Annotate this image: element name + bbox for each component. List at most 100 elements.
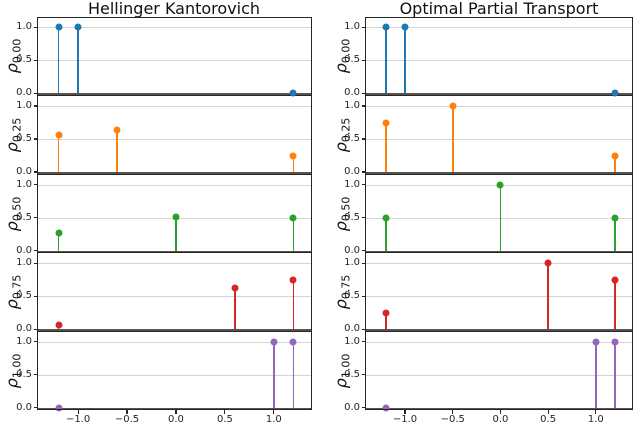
- rho-symbol: ρ: [2, 299, 22, 310]
- x-tick-label: 1.0: [587, 414, 604, 424]
- y-tick-label: 1.0: [344, 100, 360, 111]
- y-tick-label: 0.5: [344, 133, 360, 144]
- stem-line: [547, 263, 549, 330]
- stem-line: [613, 341, 616, 408]
- y-tick-mark: [33, 217, 37, 219]
- stem-marker: [611, 89, 619, 97]
- stem-marker: [401, 23, 409, 31]
- rho-subscript: 0.50: [10, 196, 24, 221]
- y-tick-mark: [361, 138, 365, 140]
- stem-line: [385, 217, 387, 251]
- stem-line: [116, 130, 119, 172]
- x-tick-mark: [126, 410, 128, 414]
- gridline: [37, 106, 312, 107]
- y-tick-label: 0.5: [16, 54, 32, 66]
- stem-line: [613, 217, 616, 251]
- stem-line: [499, 184, 502, 251]
- rho-symbol: ρ: [2, 142, 22, 153]
- stem-line: [613, 155, 616, 172]
- stem-line: [385, 312, 387, 330]
- stem-marker: [289, 89, 297, 97]
- x-tick-label: 0.5: [216, 414, 233, 424]
- x-tick-mark: [499, 410, 502, 414]
- y-tick-label: 0.5: [16, 211, 32, 223]
- stem-marker: [544, 259, 552, 267]
- y-axis-label: ρ1.00: [3, 353, 24, 388]
- gridline: [37, 184, 312, 186]
- stem-marker: [496, 181, 504, 189]
- stem-marker: [270, 338, 278, 346]
- y-axis-label: ρ1.00: [332, 353, 353, 388]
- stem-baseline: [365, 93, 633, 96]
- x-tick-mark: [404, 410, 406, 414]
- gridline: [37, 263, 312, 265]
- row-separator-spine: [365, 173, 633, 175]
- y-tick-label: 0.5: [16, 368, 32, 380]
- y-tick-label: 0.0: [16, 87, 32, 99]
- stem-marker: [55, 404, 63, 412]
- y-axis-label: ρ0.25: [3, 118, 24, 153]
- stem-marker: [289, 276, 297, 284]
- rho-symbol: ρ: [331, 299, 351, 310]
- y-tick-mark: [361, 59, 365, 61]
- stem-marker: [382, 309, 390, 317]
- stem-marker: [55, 131, 63, 139]
- rho-subscript: 0.50: [339, 196, 353, 221]
- stem-baseline: [365, 329, 633, 332]
- y-tick-mark: [33, 374, 37, 376]
- stem-marker: [55, 23, 63, 31]
- y-tick-label: 1.0: [344, 21, 360, 33]
- stem-marker: [611, 214, 619, 222]
- stem-line: [385, 27, 387, 94]
- stem-line: [292, 341, 295, 408]
- x-tick-mark: [452, 410, 454, 414]
- gridline: [365, 60, 633, 62]
- gridline: [365, 296, 633, 298]
- gridline: [365, 139, 633, 140]
- y-tick-label: 0.0: [16, 166, 32, 177]
- y-tick-mark: [33, 26, 37, 28]
- y-tick-label: 0.5: [16, 133, 32, 144]
- y-tick-label: 0.0: [16, 244, 32, 256]
- rho-subscript: 0.25: [10, 117, 24, 143]
- y-tick-mark: [361, 328, 365, 330]
- stem-marker: [289, 214, 297, 222]
- x-tick-mark: [224, 410, 226, 414]
- y-tick-mark: [361, 92, 365, 94]
- y-tick-mark: [33, 105, 37, 107]
- rho-subscript: 0.25: [339, 117, 353, 143]
- stem-baseline: [37, 172, 312, 175]
- row-separator-spine: [37, 252, 312, 254]
- y-tick-mark: [33, 59, 37, 61]
- y-tick-mark: [33, 341, 37, 343]
- rho-symbol: ρ: [331, 377, 351, 389]
- y-tick-label: 1.0: [16, 178, 32, 190]
- gridline: [37, 139, 312, 140]
- row-separator-spine: [37, 95, 312, 97]
- stem-marker: [611, 152, 619, 159]
- row-separator-spine: [365, 95, 633, 97]
- y-tick-mark: [361, 171, 365, 173]
- y-tick-label: 0.5: [344, 290, 360, 302]
- y-tick-label: 1.0: [16, 335, 32, 347]
- y-tick-label: 1.0: [16, 100, 32, 111]
- x-tick-mark: [595, 410, 597, 414]
- y-tick-label: 0.0: [16, 323, 32, 335]
- rho-symbol: ρ: [2, 377, 22, 389]
- stem-baseline: [37, 93, 312, 96]
- stem-line: [233, 287, 236, 330]
- x-tick-label: 0.0: [168, 414, 184, 424]
- rho-symbol: ρ: [331, 142, 351, 153]
- y-tick-label: 0.5: [16, 290, 32, 302]
- stem-marker: [289, 338, 297, 346]
- y-tick-mark: [361, 374, 365, 376]
- row-separator-spine: [37, 330, 312, 332]
- x-tick-mark: [547, 410, 549, 414]
- x-tick-mark: [273, 410, 275, 414]
- gridline: [365, 27, 633, 29]
- stem-marker: [289, 152, 297, 159]
- x-tick-label: −0.5: [440, 414, 465, 424]
- stem-marker: [55, 229, 63, 237]
- stem-line: [613, 279, 616, 330]
